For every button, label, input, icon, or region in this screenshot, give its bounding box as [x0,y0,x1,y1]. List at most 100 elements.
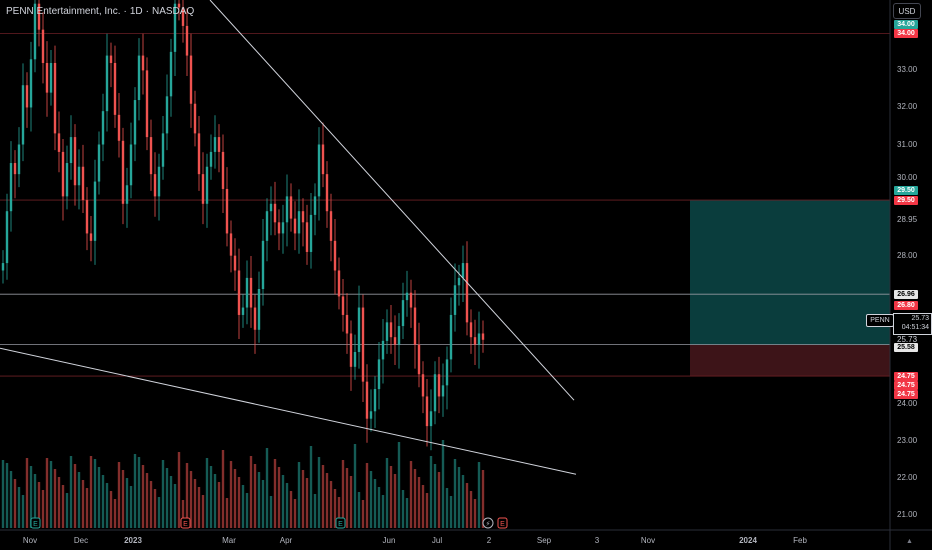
candle-body [73,137,77,186]
candle-body [53,62,57,134]
volume-bar [393,474,397,528]
candle-body [101,111,105,145]
volume-bar [121,470,125,528]
candle-body [125,185,129,204]
price-tick-label: 22.00 [897,472,918,482]
candle-body [305,222,309,252]
candle-body [301,211,305,223]
candle-body [133,100,137,145]
volume-bar [453,459,457,528]
price-tag: 26.96 [894,289,918,299]
candle-body [241,307,245,315]
volume-bar [465,483,469,528]
trendline-lower [0,347,577,475]
volume-bar [209,466,213,528]
candle-body [345,314,349,334]
volume-bar [353,444,357,528]
volume-bar [461,475,465,528]
earnings-marker-label: E [338,521,343,528]
volume-bar [261,480,265,528]
volume-bar [477,462,481,528]
earnings-marker-label: E [500,521,505,528]
volume-bar [73,464,77,528]
volume-bar [105,483,109,528]
candle-body [257,289,261,330]
time-tick-label: Feb [793,536,807,545]
volume-bar [265,448,269,528]
volume-bar [381,495,385,528]
candle-body [361,307,365,382]
volume-bar [117,462,121,528]
earnings-marker [335,517,346,529]
volume-bar [241,485,245,528]
volume-bar [333,489,337,528]
candle-body [93,181,97,241]
candle-body [69,137,73,164]
candle-body [273,203,277,223]
volume-bar [445,488,449,528]
candle-body [409,292,413,308]
candle-body [197,133,201,175]
earnings-marker [497,517,508,529]
candle-body [161,133,165,167]
time-tick-label: 2 [486,536,492,545]
volume-bar [329,481,333,528]
candle-body [225,188,229,234]
volume-bar [29,466,33,528]
scroll-to-realtime-icon[interactable]: ▲ [906,538,913,545]
volume-bar [341,460,345,528]
volume-bar [269,496,273,528]
volume-bar [113,499,117,528]
volume-bar [69,456,73,528]
volume-bar [277,467,281,528]
candle-body [113,62,117,115]
trendline-upper [209,0,575,401]
candle-body [393,337,397,345]
candle-body [297,211,301,234]
volume-bar [349,476,353,528]
candle-body [337,270,341,297]
candle-body [181,7,185,26]
price-tick-label: 32.00 [897,102,918,112]
volume-bar [217,482,221,528]
volume-bar [405,498,409,528]
symbol-title[interactable]: PENN Entertainment, Inc. · 1D · NASDAQ [6,6,195,17]
volume-bar [17,487,21,528]
candle-body [261,240,265,290]
price-tag: 24.75 [894,380,918,390]
candle-body [289,196,293,219]
candle-body [285,196,289,223]
volume-bar [397,442,401,528]
candle-body [129,144,133,186]
candle-body [21,85,25,145]
price-tag: 26.80 [894,300,918,310]
current-price-label: 25.73 04:51:34 [893,313,932,335]
candle-body [201,174,205,204]
candle-body [121,140,125,204]
time-tick-label: 2023 [124,536,142,545]
position-stop-zone [690,344,890,377]
candle-body [405,292,409,301]
volume-bar [41,490,45,528]
volume-bar [297,462,301,528]
exchange-label: NASDAQ [151,6,195,17]
volume-bar [377,487,381,528]
candle-body [57,133,61,152]
candle-body [333,240,337,271]
symbol-name: PENN Entertainment, Inc. [6,6,121,17]
volume-bar [161,460,165,528]
volume-bar [325,473,329,528]
candle-body [385,322,389,341]
candle-body [97,144,101,182]
volume-bar [1,460,5,528]
volume-bar [473,499,477,528]
volume-bar [469,491,473,528]
candle-body [185,25,189,56]
candle-body [329,211,333,241]
volume-bar [133,454,137,528]
volume-bar [33,474,37,528]
currency-button[interactable]: USD [893,3,921,19]
time-tick-label: Nov [640,536,656,545]
volume-bar [205,458,209,528]
